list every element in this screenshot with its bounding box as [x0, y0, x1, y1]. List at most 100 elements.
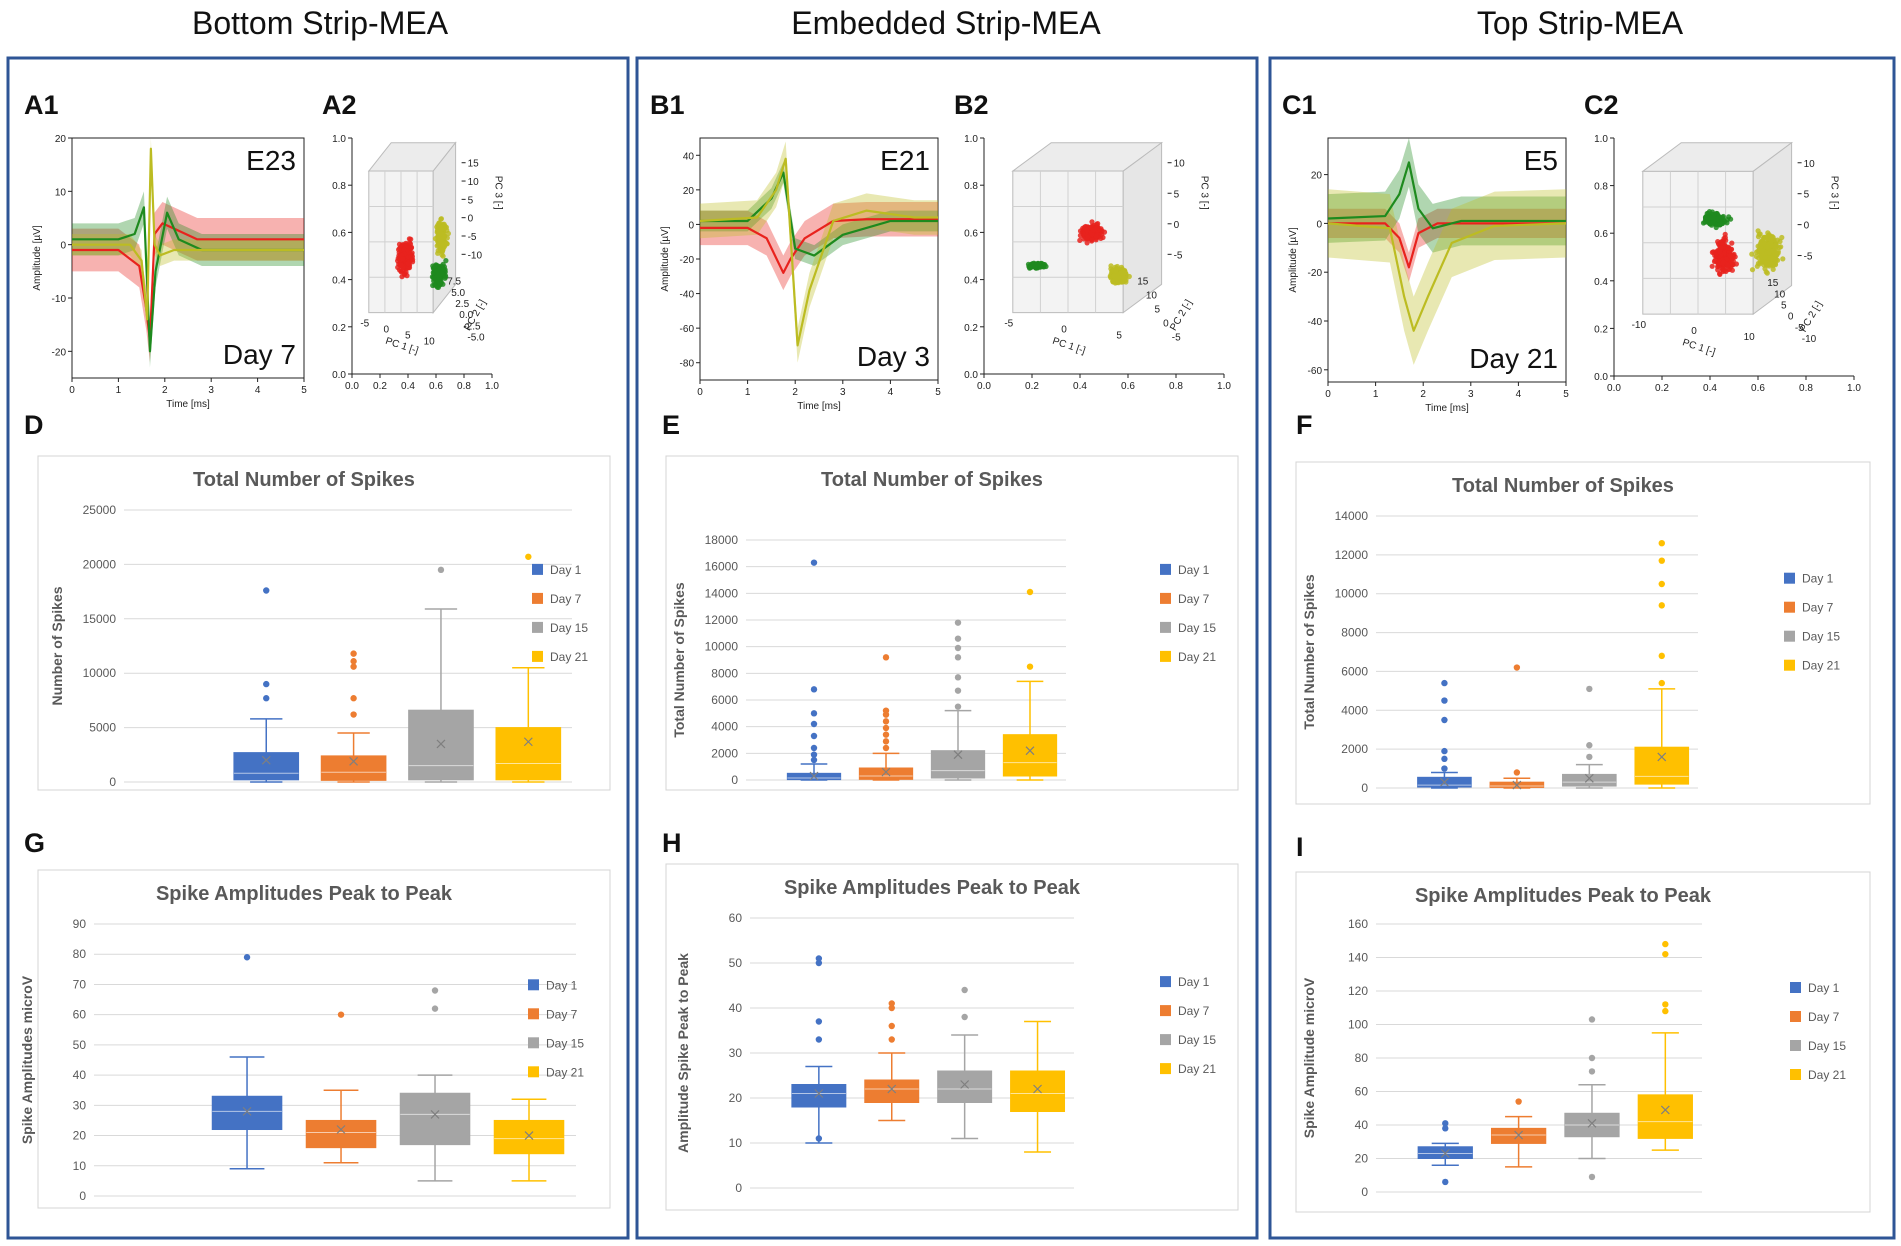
unit-red-point [1077, 237, 1083, 243]
boxplot-chart-F: Total Number of Spikes 0 2000 4000 6000 8000 1… [1295, 461, 1871, 805]
y-tick-label: 60 [1355, 1085, 1369, 1099]
pc1-axis-label: PC 1 [-] [384, 336, 420, 357]
z-tick-label: 10 [1174, 159, 1186, 170]
legend-swatch [1784, 572, 1795, 584]
box-day-1 [211, 1095, 283, 1131]
outlier-point [1588, 1173, 1596, 1181]
outlier-point [882, 654, 890, 661]
legend-label: Day 21 [1178, 1062, 1216, 1076]
z-tick-label: -5 [1804, 252, 1813, 263]
unit-yellow-point [1749, 251, 1755, 257]
y-tick-label: 0 [688, 220, 694, 231]
chart-title: Spike Amplitudes Peak to Peak [156, 883, 453, 905]
y-tick-label: 18000 [705, 533, 739, 547]
unit-yellow-point [1116, 275, 1122, 281]
unit-yellow-line [1327, 222, 1567, 332]
outlier-point [350, 711, 357, 718]
outlier-point [815, 955, 823, 962]
outlier-point [882, 744, 890, 752]
pc2-tick-label: 10 [1146, 291, 1158, 302]
pc2-tick-label: 10 [1774, 289, 1786, 300]
unit-yellow-point [1757, 231, 1763, 237]
z-tick-label: -5 [1174, 250, 1183, 261]
outlier-point [1441, 765, 1448, 772]
unit-yellow-point [1770, 248, 1776, 254]
y-tick-label: 0 [1316, 219, 1322, 230]
unit-red-point [1717, 249, 1723, 255]
chart-frame [37, 869, 611, 1209]
chart-title: Spike Amplitudes Peak to Peak [784, 877, 1081, 899]
x-tick-label: 0.6 [1751, 383, 1765, 394]
z-tick-label: 5 [1804, 190, 1810, 201]
y-tick-label: 100 [1348, 1018, 1368, 1032]
unit-yellow-point [436, 220, 442, 226]
y-tick-label: 0 [79, 1189, 86, 1203]
y-tick-label: -20 [680, 255, 695, 266]
outlier-point [888, 1000, 895, 1007]
outlier-point [954, 703, 962, 710]
y-tick-label: 0 [60, 241, 66, 252]
legend-swatch [532, 621, 543, 633]
y-tick-label: 0.2 [964, 323, 978, 334]
y-tick-label: 1.0 [332, 134, 346, 145]
plot-frame [71, 137, 305, 379]
x-tick-label: 0.2 [1655, 383, 1669, 394]
unit-yellow-point [1113, 267, 1119, 273]
unit-yellow-point [1754, 249, 1760, 255]
unit-red-point [407, 240, 413, 246]
panel-letter-D: D [24, 410, 44, 440]
mean-marker [1512, 780, 1522, 790]
outlier-point [350, 663, 357, 670]
x-tick-label: 0.8 [457, 381, 471, 392]
unit-yellow-point [1757, 241, 1763, 247]
unit-yellow-point [1110, 278, 1116, 284]
panel-letter-E: E [662, 410, 680, 440]
unit-yellow-point [1762, 234, 1768, 241]
outlier-point [1588, 1054, 1596, 1062]
x-tick-label: 5 [935, 387, 941, 398]
y-tick-label: 0 [109, 775, 116, 789]
box-day-7 [864, 1079, 920, 1103]
y-tick-label: 25000 [83, 503, 117, 517]
x-tick-label: 1 [116, 385, 122, 396]
legend-swatch [528, 1008, 539, 1020]
outlier-point [1658, 652, 1665, 660]
waveform-chart-B1: 0 1 2 3 4 5 -80 -60 -40 -20 0 20 40 Time [ms] Amplitud… [660, 137, 941, 412]
legend-label: Day 15 [546, 1036, 584, 1050]
pc2-tick-label: 0 [1788, 312, 1794, 323]
x-tick-label: 5 [1563, 389, 1569, 400]
pca-scatter-C2: 0.0 0.2 0.4 0.6 0.8 1.00.00.20.40.60.81.01050… [1594, 134, 1861, 394]
unit-green-point [1711, 211, 1717, 217]
y-tick-label: -80 [680, 359, 695, 370]
box-day-21 [493, 1119, 565, 1155]
pc1-axis-label: PC 1 [-] [1681, 337, 1717, 358]
outlier-point [882, 731, 890, 738]
unit-green-point [435, 284, 441, 290]
unit-red-point [401, 246, 407, 253]
outlier-point [1026, 588, 1034, 596]
pc2-tick-label: 15 [1137, 277, 1149, 288]
electrode-label: E21 [880, 145, 930, 176]
legend-label: Day 15 [550, 621, 588, 635]
z-axis-label: PC 3 [-] [493, 176, 504, 210]
unit-yellow-point [439, 226, 445, 232]
x-tick-label: 0.2 [373, 381, 387, 392]
unit-green-point [1043, 263, 1049, 270]
outlier-point [810, 732, 818, 740]
y-tick-label: 30 [73, 1098, 87, 1112]
unit-green-point [1720, 213, 1726, 220]
boxplot-chart-D: Total Number of Spikes 0 5000 10000 15000 200… [37, 455, 611, 791]
legend-label: Day 21 [1178, 650, 1216, 664]
y-tick-label: 0.8 [964, 181, 978, 192]
legend-label: Day 1 [546, 978, 578, 992]
unit-yellow-point [439, 236, 446, 242]
x-tick-label: 0.4 [1703, 383, 1717, 394]
mean-marker [953, 750, 963, 760]
x-tick-label: 0 [697, 387, 703, 398]
outlier-point [882, 707, 890, 714]
y-tick-label: 14000 [1335, 509, 1369, 523]
pc1-tick-label: 5 [405, 331, 411, 342]
y-tick-label: 80 [1355, 1051, 1369, 1065]
box-day-21 [1010, 1070, 1066, 1112]
